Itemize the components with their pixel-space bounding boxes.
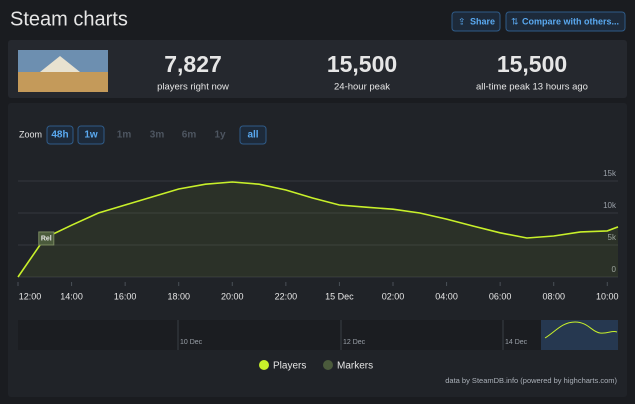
stat-label: players right now — [157, 82, 229, 93]
navigator-label: 12 Dec — [343, 339, 366, 346]
share-button[interactable] — [451, 11, 501, 32]
legend-swatch[interactable] — [323, 360, 333, 370]
compare-icon: ⇅ — [511, 16, 519, 26]
y-tick-label: 5k — [608, 233, 617, 242]
legend-label[interactable]: Markers — [337, 361, 373, 372]
legend-label[interactable]: Players — [273, 361, 306, 372]
stat-value: 7,827 — [164, 51, 222, 77]
y-tick-label: 10k — [603, 201, 617, 210]
stat-value: 15,500 — [497, 51, 567, 77]
zoom-option[interactable]: 1w — [84, 130, 98, 141]
x-tick-label: 06:00 — [489, 291, 512, 301]
x-tick-label: 08:00 — [542, 291, 565, 301]
zoom-option[interactable]: 3m — [150, 130, 165, 141]
zoom-button[interactable] — [239, 125, 267, 145]
marker-flag[interactable] — [38, 231, 55, 246]
x-tick-label: 04:00 — [435, 291, 458, 301]
share-label[interactable]: Share — [470, 16, 495, 26]
navigator-line — [544, 321, 618, 339]
compare-button[interactable] — [505, 11, 626, 32]
x-tick-label: 22:00 — [275, 291, 298, 301]
stat-label: 24-hour peak — [334, 82, 390, 93]
navigator-label: 10 Dec — [180, 339, 203, 346]
area — [18, 182, 618, 277]
x-tick-label: 18:00 — [167, 291, 190, 301]
zoom-label: Zoom — [19, 129, 42, 139]
legend-swatch[interactable] — [259, 360, 269, 370]
players-line — [17, 181, 619, 278]
y-tick-label: 0 — [612, 265, 617, 274]
stat-value: 15,500 — [327, 51, 397, 77]
zoom-button[interactable] — [46, 125, 74, 145]
zoom-option[interactable]: 48h — [51, 130, 68, 141]
zoom-option[interactable]: 1m — [117, 130, 132, 141]
y-tick-label: 15k — [603, 169, 617, 178]
x-tick-label: 12:00 — [19, 291, 42, 301]
share-icon: ⇪ — [458, 16, 466, 26]
credits: data by SteamDB.info (powered by highcha… — [445, 376, 617, 385]
navigator[interactable] — [18, 320, 618, 350]
game-image-house — [40, 56, 80, 72]
navigator-label: 14 Dec — [505, 339, 528, 346]
zoom-option[interactable]: 1y — [214, 130, 226, 141]
x-tick-label: 15 Dec — [325, 291, 354, 301]
x-tick-label: 02:00 — [382, 291, 405, 301]
stats-panel — [8, 40, 627, 98]
compare-label[interactable]: Compare with others... — [522, 16, 619, 26]
x-tick-label: 16:00 — [114, 291, 137, 301]
page-title: Steam charts — [10, 8, 128, 30]
zoom-option[interactable]: all — [247, 130, 258, 141]
x-tick-label: 20:00 — [221, 291, 244, 301]
navigator-selection[interactable] — [541, 320, 618, 350]
x-tick-label: 14:00 — [60, 291, 83, 301]
game-image-ground — [18, 72, 108, 92]
x-tick-label: 10:00 — [596, 291, 619, 301]
zoom-option[interactable]: 6m — [182, 130, 197, 141]
marker-text: Rel — [41, 235, 52, 242]
zoom-button[interactable] — [77, 125, 105, 145]
stat-label: all-time peak 13 hours ago — [476, 82, 588, 93]
